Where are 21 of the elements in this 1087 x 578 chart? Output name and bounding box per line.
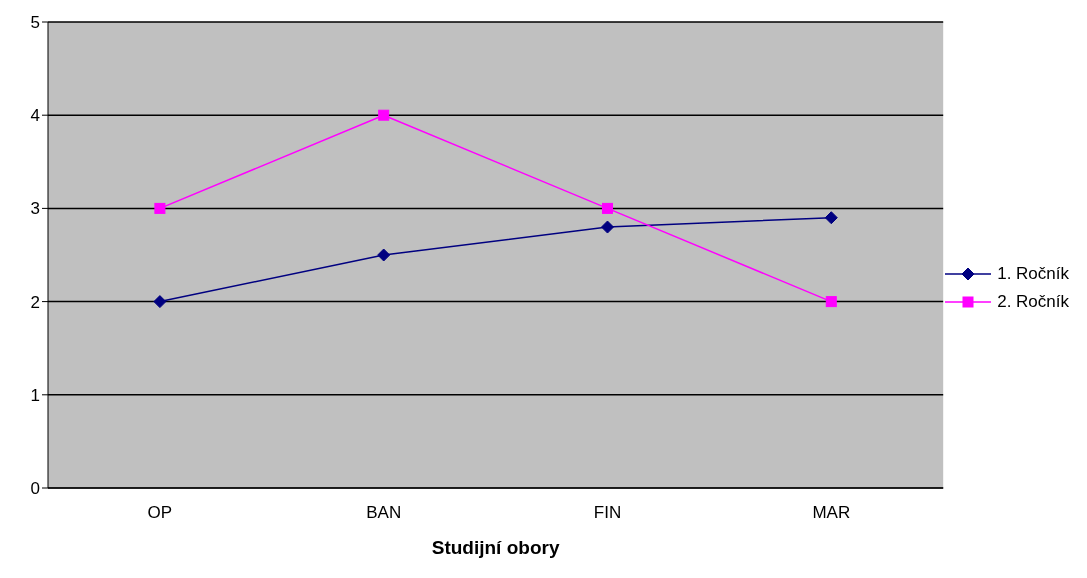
legend-label: 2. Ročník bbox=[997, 292, 1069, 312]
x-tick-label: BAN bbox=[366, 503, 402, 523]
x-tick-label: FIN bbox=[593, 503, 622, 523]
point bbox=[377, 248, 391, 262]
y-tick-label: 0 bbox=[30, 479, 40, 499]
y-tick-label: 5 bbox=[30, 13, 40, 33]
point bbox=[154, 202, 166, 214]
point bbox=[825, 296, 837, 308]
point bbox=[824, 211, 838, 225]
x-tick-label: MAR bbox=[812, 503, 851, 523]
x-tick-label: OP bbox=[147, 503, 173, 523]
point bbox=[153, 295, 167, 309]
y-tick-label: 2 bbox=[30, 292, 40, 312]
y-tick-label: 4 bbox=[30, 106, 40, 126]
point bbox=[600, 220, 614, 234]
x-axis-title: Studijní obory bbox=[431, 537, 560, 558]
point bbox=[601, 202, 613, 214]
legend-label: 1. Ročník bbox=[997, 264, 1069, 284]
point bbox=[378, 109, 390, 121]
y-tick-label: 3 bbox=[30, 199, 40, 219]
y-tick-label: 1 bbox=[30, 385, 40, 405]
